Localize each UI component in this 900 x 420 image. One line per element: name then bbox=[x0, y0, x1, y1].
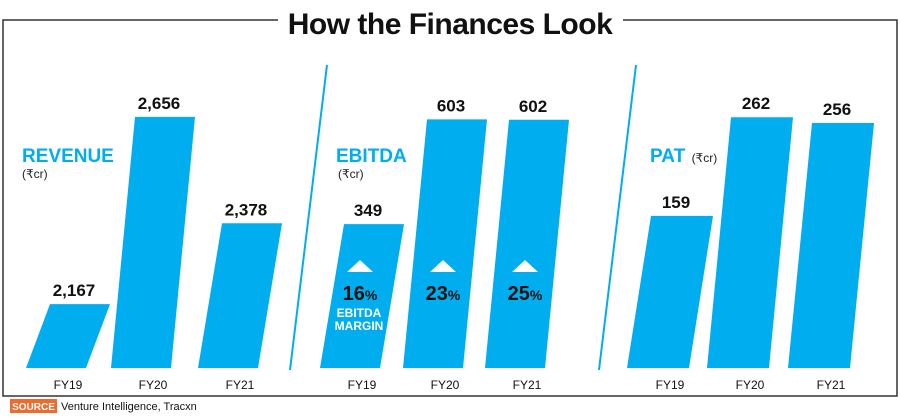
series-title: EBITDA bbox=[336, 146, 407, 167]
x-tick-label: FY20 bbox=[139, 378, 168, 392]
x-tick-label: FY19 bbox=[348, 378, 377, 392]
x-tick-label: FY19 bbox=[54, 378, 83, 392]
source-tag-background bbox=[10, 399, 57, 413]
margin-percent-sign: % bbox=[530, 287, 543, 303]
x-tick-label: FY20 bbox=[431, 378, 460, 392]
chart-panel-pat: PAT (₹cr) 159 FY19 262 FY20 256 FY21 bbox=[627, 94, 874, 392]
margin-label: 25% bbox=[508, 283, 543, 305]
chart-panel-ebitda: EBITDA(₹cr)349FY1916%EBITDAMARGIN603FY20… bbox=[320, 96, 569, 392]
bar bbox=[198, 223, 282, 368]
data-label: 256 bbox=[823, 100, 851, 119]
data-label: 159 bbox=[662, 193, 690, 212]
x-tick-label: FY19 bbox=[656, 378, 685, 392]
margin-caption: MARGIN bbox=[335, 319, 384, 333]
bar bbox=[707, 117, 793, 368]
x-tick-label: FY20 bbox=[736, 378, 765, 392]
data-label: 603 bbox=[437, 96, 465, 115]
x-tick-label: FY21 bbox=[513, 378, 542, 392]
bar bbox=[111, 116, 195, 369]
data-label: 2,656 bbox=[138, 94, 181, 113]
bar bbox=[788, 122, 874, 368]
chart-frame bbox=[2, 19, 898, 397]
margin-label: 16% bbox=[343, 283, 378, 305]
page-title: How the Finances Look bbox=[288, 8, 613, 41]
bar bbox=[627, 215, 713, 368]
unit-label: (₹cr) bbox=[692, 151, 718, 165]
up-arrow-icon bbox=[430, 260, 456, 272]
data-label: 349 bbox=[354, 201, 382, 220]
unit-label: (₹cr) bbox=[22, 167, 48, 181]
data-label: 602 bbox=[519, 97, 547, 116]
margin-value: 23 bbox=[426, 283, 448, 305]
series-title: REVENUE bbox=[22, 146, 114, 167]
up-arrow-icon bbox=[347, 260, 373, 272]
bar bbox=[403, 119, 487, 368]
margin-value: 25 bbox=[508, 283, 530, 305]
chart-panels: REVENUE(₹cr)2,167FY192,656FY202,378FY21E… bbox=[22, 94, 874, 392]
bar bbox=[485, 119, 569, 368]
chart-panel-revenue: REVENUE(₹cr) 2,167 FY19 2,656 FY20 2,378 FY21 bbox=[22, 94, 282, 392]
x-tick-label: FY21 bbox=[226, 378, 255, 392]
data-label: 262 bbox=[742, 94, 770, 113]
source-tag: SOURCE bbox=[12, 402, 55, 413]
bar bbox=[26, 304, 110, 368]
source-text: Venture Intelligence, Tracxn bbox=[61, 401, 197, 413]
bar bbox=[320, 224, 404, 368]
margin-label: 23% bbox=[426, 283, 461, 305]
margin-percent-sign: % bbox=[448, 287, 461, 303]
panel-divider bbox=[598, 64, 637, 371]
data-label: 2,167 bbox=[53, 281, 96, 300]
series-title: PAT bbox=[650, 146, 686, 167]
margin-value: 16 bbox=[343, 283, 365, 305]
up-arrow-icon bbox=[512, 260, 538, 272]
data-label: 2,378 bbox=[225, 200, 268, 219]
x-tick-label: FY21 bbox=[817, 378, 846, 392]
margin-percent-sign: % bbox=[365, 287, 378, 303]
panel-divider bbox=[289, 64, 328, 371]
margin-caption: EBITDA bbox=[337, 306, 382, 320]
unit-label: (₹cr) bbox=[338, 167, 364, 181]
